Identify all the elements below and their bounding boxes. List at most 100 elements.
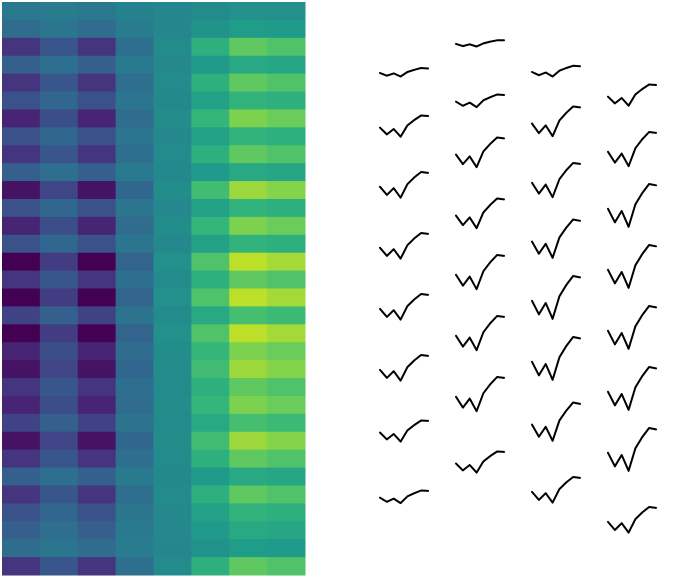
heatmap-cell	[115, 19, 154, 39]
heatmap-cell	[267, 181, 306, 200]
heatmap-cell	[77, 55, 117, 75]
heatmap-cell	[2, 234, 41, 254]
heatmap-cell	[153, 342, 192, 361]
heatmap-cell	[229, 431, 268, 451]
heatmap-cell	[267, 521, 306, 540]
heatmap-cell	[229, 181, 268, 200]
heatmap-cell	[39, 2, 79, 21]
heatmap-cell	[191, 485, 230, 504]
heatmap-cell	[39, 378, 79, 397]
heatmap-cell	[77, 181, 117, 200]
heatmap-cell	[153, 557, 192, 576]
heatmap-cell	[153, 234, 192, 254]
heatmap-cell	[191, 181, 230, 200]
sparkline	[379, 171, 429, 199]
heatmap-cell	[2, 91, 41, 110]
heatmap-cell	[77, 503, 117, 522]
heatmap-cell	[229, 521, 268, 540]
heatmap-cell	[267, 395, 306, 415]
heatmap-cell	[115, 557, 154, 576]
heatmap-cell	[267, 216, 306, 236]
heatmap-cell	[267, 252, 306, 272]
sparkline	[379, 114, 429, 138]
heatmap-cell	[77, 252, 117, 272]
heatmap-cell	[153, 360, 192, 379]
heatmap-cell	[229, 467, 268, 486]
heatmap-cell	[191, 378, 230, 397]
heatmap-cell	[191, 55, 230, 75]
heatmap-cell	[2, 485, 41, 504]
heatmap-cell	[115, 216, 154, 236]
heatmap-cell	[39, 449, 79, 469]
heatmap-cell	[191, 2, 230, 21]
heatmap-cell	[267, 378, 306, 397]
heatmap-cell	[115, 163, 154, 182]
heatmap-cell	[77, 521, 117, 540]
heatmap-cell	[191, 521, 230, 540]
heatmap-cell	[229, 91, 268, 110]
heatmap-cell	[39, 198, 79, 218]
heatmap-cell	[229, 19, 268, 39]
heatmap-cell	[77, 163, 117, 182]
heatmap-cell	[39, 37, 79, 57]
heatmap-cell	[115, 109, 154, 128]
heatmap-cell	[229, 485, 268, 504]
heatmap-cell	[77, 306, 117, 325]
heatmap-cell	[39, 163, 79, 182]
sparkline	[379, 354, 429, 382]
sparkline	[531, 401, 581, 442]
heatmap-cell	[229, 395, 268, 415]
heatmap-cell	[153, 2, 192, 21]
heatmap-cell	[191, 234, 230, 254]
heatmap-cell	[229, 163, 268, 182]
heatmap-cell	[115, 306, 154, 325]
heatmap-cell	[267, 431, 306, 451]
heatmap-cell	[39, 324, 79, 343]
heatmap-cell	[267, 270, 306, 289]
heatmap-cell	[267, 145, 306, 164]
heatmap-cell	[267, 127, 306, 146]
heatmap-cell	[39, 91, 79, 110]
heatmap-cell	[39, 234, 79, 254]
heatmap-cell	[77, 324, 117, 343]
heatmap-cell	[2, 503, 41, 522]
heatmap-cell	[39, 252, 79, 272]
heatmap-cell	[153, 181, 192, 200]
heatmap-cell	[229, 378, 268, 397]
heatmap-cell	[191, 109, 230, 128]
heatmap-cell	[2, 198, 41, 218]
heatmap-cell	[153, 37, 192, 57]
heatmap-cell	[191, 163, 230, 182]
heatmap-cell	[2, 449, 41, 469]
heatmap-cell	[39, 127, 79, 146]
heatmap-cell	[267, 306, 306, 325]
heatmap-cell	[153, 485, 192, 504]
heatmap-cell	[39, 395, 79, 415]
heatmap-cell	[2, 252, 41, 272]
heatmap-cell	[115, 288, 154, 307]
heatmap-cell	[39, 19, 79, 39]
heatmap-cell	[2, 181, 41, 200]
heatmap-cell	[39, 145, 79, 164]
heatmap-cell	[77, 395, 117, 415]
heatmap-cell	[115, 127, 154, 146]
heatmap-cell	[77, 342, 117, 361]
heatmap-cell	[153, 163, 192, 182]
heatmap-cell	[39, 467, 79, 486]
heatmap-cell	[77, 413, 117, 433]
heatmap-cell	[229, 306, 268, 325]
heatmap-cell	[115, 270, 154, 289]
sparkline	[379, 419, 429, 443]
heatmap-cell	[77, 216, 117, 236]
heatmap-cell	[2, 360, 41, 379]
heatmap-cell	[2, 395, 41, 415]
heatmap-cell	[229, 55, 268, 75]
heatmap-cell	[153, 252, 192, 272]
heatmap-cell	[2, 306, 41, 325]
heatmap-cell	[2, 288, 41, 307]
sparkline	[607, 366, 657, 411]
heatmap-cell	[267, 19, 306, 39]
heatmap-cell	[153, 19, 192, 39]
heatmap-cell	[229, 252, 268, 272]
heatmap-cell	[191, 467, 230, 486]
